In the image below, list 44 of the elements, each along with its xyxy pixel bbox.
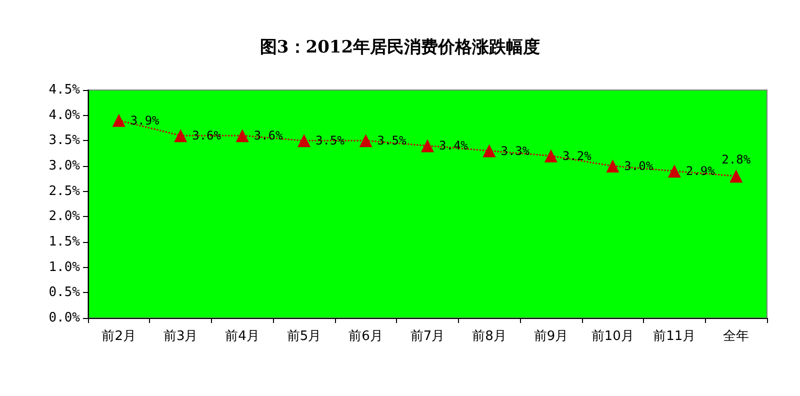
data-label: 3.0%: [624, 159, 654, 173]
data-label: 3.5%: [377, 134, 407, 148]
y-tick-label: 3.0%: [48, 158, 80, 174]
y-tick-label: 1.0%: [48, 260, 80, 275]
y-tick-label: 4.0%: [48, 108, 80, 123]
point: [421, 139, 434, 152]
y-tick-label: 4.5%: [48, 82, 80, 98]
x-tick-label: 全年: [723, 329, 750, 344]
point: [544, 149, 558, 162]
point: [112, 114, 126, 127]
data-label: 3.5%: [316, 134, 346, 148]
y-tick-label: 2.5%: [48, 184, 80, 199]
x-tick-label: 前7月: [410, 329, 445, 344]
x-tick-label: 前3月: [163, 329, 198, 344]
point: [174, 129, 188, 142]
data-label: 3.6%: [192, 128, 222, 143]
point: [236, 129, 249, 142]
x-tick-label: 前9月: [534, 329, 568, 344]
x-tick-label: 前8月: [472, 329, 506, 344]
x-tick-label: 前4月: [225, 329, 260, 344]
data-label: 3.2%: [562, 148, 592, 163]
data-label: 2.8%: [722, 152, 752, 167]
x-tick-label: 前2月: [102, 329, 136, 344]
data-label: 2.9%: [686, 164, 716, 178]
y-tick-label: 2.0%: [48, 209, 80, 224]
y-tick-label: 0.0%: [48, 310, 80, 326]
chart-title: 图3：2012年居民消费价格涨跌幅度: [260, 38, 540, 58]
y-tick-label: 0.5%: [48, 285, 80, 300]
x-tick-label: 前11月: [653, 329, 696, 344]
point: [359, 134, 372, 148]
x-tick-label: 前10月: [591, 329, 634, 344]
x-tick-label: 前6月: [348, 329, 383, 344]
point: [482, 144, 496, 158]
point: [298, 134, 311, 148]
y-tick-label: 3.5%: [48, 133, 80, 148]
x-tick-label: 前5月: [286, 329, 322, 344]
point: [730, 170, 743, 183]
point: [668, 164, 681, 178]
y-tick-label: 1.5%: [48, 234, 80, 250]
data-label: 3.9%: [130, 113, 160, 128]
point: [606, 160, 620, 172]
data-label: 3.6%: [254, 128, 284, 143]
data-label: 3.4%: [439, 138, 469, 153]
data-label: 3.3%: [500, 144, 530, 158]
